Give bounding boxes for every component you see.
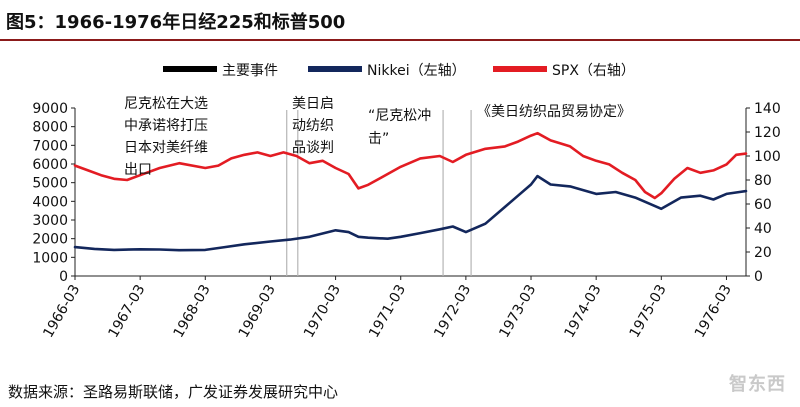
x-tick-label: 1970-03 [301,282,344,341]
left-tick-label: 2000 [32,232,68,248]
event-lines [286,110,472,276]
svg-text:品谈判: 品谈判 [292,140,334,156]
right-tick-label: 120 [754,125,781,141]
left-tick-label: 5000 [32,176,68,192]
left-tick-label: 3000 [32,213,68,229]
legend-label-spx: SPX（右轴） [552,63,635,79]
legend-label-nikkei: Nikkei（左轴） [367,63,466,79]
chart-title: 图5：1966-1976年日经225和标普500 [6,12,346,33]
svg-text:出口: 出口 [124,162,152,178]
x-tick-label: 1968-03 [171,282,214,341]
svg-text:击”: 击” [368,131,389,147]
x-tick-label: 1975-03 [627,282,670,341]
legend-swatch-events [163,66,217,72]
left-tick-label: 8000 [32,120,68,136]
x-tick-label: 1976-03 [692,282,735,341]
left-tick-label: 0 [59,269,68,285]
annotation-nixon-campaign: 尼克松在大选 中承诺将打压 日本对美纤维 出口 [124,96,208,178]
x-tick-label: 1967-03 [106,282,149,341]
x-tick-label: 1972-03 [431,282,474,341]
annotations: 尼克松在大选 中承诺将打压 日本对美纤维 出口 美日启 动纺织 品谈判 “尼克松… [124,96,631,178]
annotation-nixon-shock: “尼克松冲 击” [368,108,431,147]
spx-line [73,131,748,200]
annotation-textile-agreement: 《美日纺织品贸易协定》 [477,104,631,120]
left-tick-label: 1000 [32,250,68,266]
legend-swatch-spx [493,66,547,72]
series-group [73,131,748,252]
nikkei-line [73,174,748,252]
left-axis-ticks: 0 1000 2000 3000 4000 5000 6000 7000 8000 9000 [32,101,75,285]
legend: 主要事件 Nikkei（左轴） SPX（右轴） [163,63,635,79]
x-axis-ticks: 1966-03 1967-03 1968-03 1969-03 1970-03 1971-… [40,276,735,341]
left-tick-label: 9000 [32,101,68,117]
right-tick-label: 0 [754,269,763,285]
annotation-textile-talks: 美日启 动纺织 品谈判 [292,96,334,156]
left-tick-label: 7000 [32,138,68,154]
right-tick-label: 100 [754,149,781,165]
watermark-logo: 智东西 [729,374,786,395]
svg-text:《美日纺织品贸易协定》: 《美日纺织品贸易协定》 [477,104,631,120]
svg-text:美日启: 美日启 [292,96,334,112]
left-tick-label: 6000 [32,157,68,173]
right-tick-label: 40 [754,221,772,237]
right-tick-label: 80 [754,173,772,189]
right-tick-label: 140 [754,101,781,117]
svg-text:动纺织: 动纺织 [292,118,334,134]
x-tick-label: 1971-03 [366,282,409,341]
x-tick-label: 1973-03 [496,282,539,341]
legend-label-events: 主要事件 [222,63,278,79]
svg-text:尼克松在大选: 尼克松在大选 [124,96,208,112]
legend-swatch-nikkei [308,66,362,72]
svg-text:“尼克松冲: “尼克松冲 [368,108,431,124]
right-tick-label: 60 [754,197,772,213]
right-axis-ticks: 0 20 40 60 80 100 120 140 [746,101,781,285]
x-tick-label: 1966-03 [40,282,83,341]
title-divider [0,39,800,41]
source-note: 数据来源：圣路易斯联储，广发证券发展研究中心 [8,383,339,401]
svg-text:中承诺将打压: 中承诺将打压 [124,117,208,134]
svg-text:日本对美纤维: 日本对美纤维 [124,140,208,156]
left-tick-label: 4000 [32,194,68,210]
x-tick-label: 1974-03 [562,282,605,341]
right-tick-label: 20 [754,245,772,261]
x-tick-label: 1969-03 [236,282,279,341]
